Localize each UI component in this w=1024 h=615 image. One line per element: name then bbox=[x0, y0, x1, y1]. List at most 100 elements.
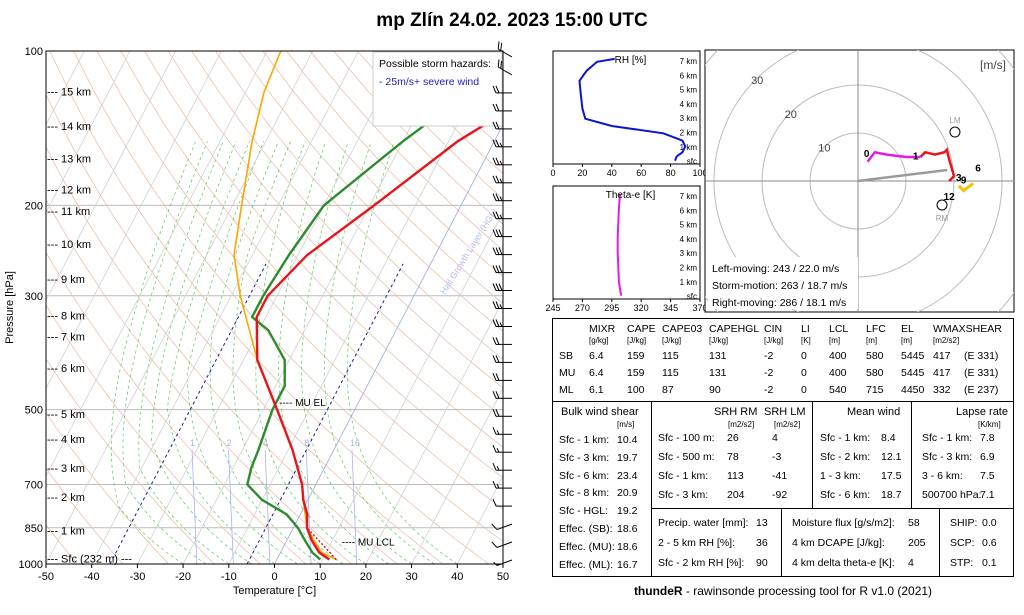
wind-barb-half bbox=[499, 178, 503, 184]
wind-barb-flag bbox=[495, 355, 500, 363]
hodograph-ring-label: 20 bbox=[785, 109, 797, 121]
param-unit: [J/kg] bbox=[662, 336, 682, 345]
shear-value: 18.6 bbox=[617, 523, 638, 535]
wind-barb-half bbox=[499, 304, 503, 309]
isotherm bbox=[274, 123, 503, 564]
shear-label: Sfc - 6 km: bbox=[559, 469, 610, 482]
param-value: 131 bbox=[709, 350, 727, 362]
isotherm bbox=[46, 51, 177, 302]
param-value: (E 331) bbox=[964, 350, 999, 362]
dry-adiabat bbox=[238, 51, 503, 332]
p-tick-label: 1000 bbox=[19, 559, 43, 571]
dry-adiabat bbox=[333, 51, 503, 225]
wind-barb bbox=[492, 229, 512, 238]
flux-label: 4 km DCAPE [J/kg]: bbox=[792, 537, 885, 549]
wind-barb-flag bbox=[492, 211, 497, 219]
shear-label: Sfc - 1 km: bbox=[559, 434, 610, 446]
param-value: 0 bbox=[801, 350, 807, 362]
param-value: 417 bbox=[933, 350, 951, 362]
wind-barb bbox=[492, 445, 512, 453]
dry-adiabat bbox=[46, 304, 261, 564]
x-tick-label: -50 bbox=[38, 571, 54, 583]
isotherm bbox=[502, 563, 503, 564]
param-unit: [m] bbox=[866, 336, 878, 345]
hodograph-height-label: 0 bbox=[864, 149, 870, 160]
param-value: -2 bbox=[764, 350, 774, 362]
dry-adiabat bbox=[46, 467, 124, 564]
moisture-label: Precip. water [mm]: bbox=[658, 517, 749, 529]
temperature-profile bbox=[255, 111, 503, 561]
dry-adiabat bbox=[191, 51, 503, 389]
wind-barb-flag bbox=[492, 121, 497, 130]
wind-barb-flag bbox=[491, 541, 498, 548]
moist-adiabat bbox=[151, 141, 252, 564]
param-value: 5445 bbox=[901, 367, 925, 379]
wind-barb-half bbox=[496, 430, 500, 435]
profile-x-tick-label: 295 bbox=[604, 303, 619, 313]
mixing-ratio-label: 8 bbox=[304, 438, 309, 448]
lapse-label: Sfc - 3 km: bbox=[922, 451, 973, 463]
param-value: -2 bbox=[764, 384, 774, 396]
composite-label: SHIP: bbox=[950, 517, 978, 529]
p-tick-label: 700 bbox=[25, 480, 43, 492]
wind-barb-flag bbox=[492, 139, 497, 147]
height-label: --- 15 km bbox=[47, 87, 91, 99]
rh-profile-chart: 0 20 40 60 80 100 7 km 6 km 5 km 4 km 3 km 2 km 1 km… bbox=[550, 50, 708, 178]
mixing-ratio-line bbox=[264, 450, 271, 564]
param-value: 6.4 bbox=[589, 350, 604, 362]
height-label: --- 13 km bbox=[47, 153, 91, 165]
wind-barb-flag bbox=[492, 445, 497, 453]
param-value: -2 bbox=[764, 367, 774, 379]
wind-barb-flag bbox=[492, 175, 497, 183]
param-value: 400 bbox=[829, 350, 847, 362]
height-label: --- 2 km bbox=[47, 492, 85, 504]
hgl-boundary bbox=[109, 263, 267, 564]
isotherm bbox=[182, 51, 451, 564]
height-label: --- 5 km bbox=[47, 409, 85, 421]
mixing-ratio-label: 4 bbox=[263, 438, 268, 448]
isotherm bbox=[319, 211, 503, 564]
profile-line bbox=[578, 57, 687, 162]
credit-line: thundeR - rawinsonde processing tool for… bbox=[552, 584, 1014, 598]
lapse-label: 3 - 6 km: bbox=[922, 470, 963, 482]
hgl-boundary bbox=[246, 263, 404, 564]
dry-adiabat bbox=[451, 51, 503, 102]
hodograph-height-label: 6 bbox=[975, 163, 981, 174]
flux-value: 205 bbox=[908, 537, 926, 549]
mean-wind-value: 8.4 bbox=[881, 432, 896, 444]
wind-barb-flag bbox=[495, 247, 500, 255]
wind-barb bbox=[492, 480, 512, 489]
param-header: WMAXSHEAR bbox=[933, 323, 1002, 335]
page-title: mp Zlín 24.02. 2023 15:00 UTC bbox=[376, 10, 648, 31]
isotherm bbox=[46, 51, 222, 390]
wind-barb-flag bbox=[492, 373, 497, 381]
parameters-table: MIXR CAPE CAPE03 CAPEHGL CIN LI LCL LFC EL WMAXSH… bbox=[552, 318, 1014, 402]
shear-unit: [m/s] bbox=[617, 420, 635, 429]
param-header: LI bbox=[801, 323, 810, 335]
dry-adiabat bbox=[120, 51, 503, 479]
param-value: 5445 bbox=[901, 350, 925, 362]
shear-value: 19.2 bbox=[617, 505, 638, 518]
param-header: CAPE bbox=[627, 323, 656, 335]
wind-barb-flag bbox=[491, 523, 498, 530]
wind-barb-flag bbox=[492, 337, 497, 345]
isotherm bbox=[137, 51, 405, 564]
lapse-rate-panel: Lapse rate [K/km] Sfc - 1 km: 7.8 Sfc - 3 … bbox=[911, 401, 1014, 509]
param-value: 332 bbox=[933, 384, 951, 396]
srh-value: 204 bbox=[727, 489, 745, 501]
p-tick-label: 300 bbox=[25, 291, 43, 303]
profile-x-tick-label: 80 bbox=[666, 168, 676, 178]
param-row-label: ML bbox=[559, 384, 574, 396]
param-header: LFC bbox=[866, 323, 886, 335]
mean-wind-panel: Mean wind Sfc - 1 km: 8.4 Sfc - 2 km: 12.1 1… bbox=[812, 401, 912, 509]
isotherm bbox=[228, 51, 496, 564]
dry-adiabat bbox=[49, 51, 489, 564]
param-unit: [J/kg] bbox=[709, 336, 729, 345]
lapse-unit: [K/km] bbox=[978, 420, 1001, 429]
hodograph-height-label: 12 bbox=[944, 192, 956, 203]
profile-height-label: 2 km bbox=[680, 129, 698, 138]
srh-value: 113 bbox=[727, 470, 744, 482]
wind-barb-shaft bbox=[496, 541, 513, 548]
profile-x-tick-label: 0 bbox=[550, 168, 555, 178]
composite-label: SCP: bbox=[950, 537, 975, 549]
